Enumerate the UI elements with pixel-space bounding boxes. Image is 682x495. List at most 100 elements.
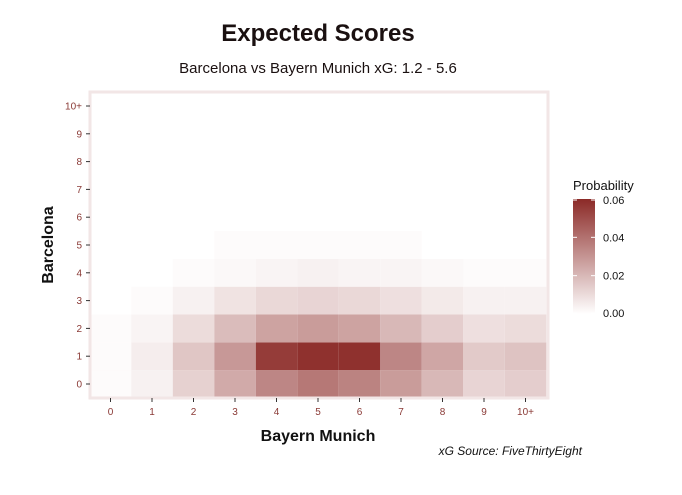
heatmap-cell bbox=[172, 286, 215, 315]
heatmap-cell bbox=[421, 370, 464, 398]
heatmap-cell bbox=[297, 203, 339, 232]
heatmap-cell bbox=[338, 342, 381, 371]
heatmap-cell bbox=[463, 286, 505, 315]
heatmap-cell bbox=[504, 286, 547, 315]
heatmap-cell bbox=[214, 175, 256, 204]
x-tick-label: 9 bbox=[481, 407, 487, 418]
heatmap-cell bbox=[380, 286, 422, 315]
heatmap-cell bbox=[297, 314, 339, 343]
y-tick-label: 10+ bbox=[65, 102, 82, 113]
heatmap-cell bbox=[463, 175, 505, 204]
heatmap-cell bbox=[421, 258, 464, 287]
heatmap-cell bbox=[380, 342, 422, 371]
heatmap-cell bbox=[421, 203, 464, 232]
heatmap-cell bbox=[172, 258, 215, 287]
heatmap-cell bbox=[255, 314, 298, 343]
heatmap-cell bbox=[380, 370, 422, 398]
heatmap-cell bbox=[172, 147, 215, 176]
heatmap-cell bbox=[172, 231, 215, 259]
heatmap-cell bbox=[504, 314, 547, 343]
heatmap-cell bbox=[297, 258, 339, 287]
legend-ticks: 0.00 0.02 0.04 0.06 bbox=[573, 195, 624, 320]
heatmap-cell bbox=[89, 370, 132, 398]
heatmap-cell bbox=[172, 370, 215, 398]
heatmap-cell bbox=[214, 258, 256, 287]
heatmap-cell bbox=[255, 147, 298, 176]
source-caption: xG Source: FiveThirtyEight bbox=[438, 444, 583, 458]
y-tick-label: 4 bbox=[76, 268, 82, 279]
heatmap-cell bbox=[89, 119, 132, 148]
x-tick-label: 8 bbox=[440, 407, 446, 418]
y-tick-label: 5 bbox=[76, 241, 82, 252]
heatmap-cell bbox=[297, 231, 339, 259]
heatmap-cell bbox=[504, 370, 547, 398]
heatmap-cell bbox=[297, 119, 339, 148]
heatmap-cell bbox=[255, 370, 298, 398]
y-tick-label: 2 bbox=[76, 324, 82, 335]
y-tick-label: 7 bbox=[76, 185, 82, 196]
x-tick-label: 3 bbox=[232, 407, 238, 418]
x-tick-label: 1 bbox=[149, 407, 155, 418]
heatmap-cell bbox=[89, 286, 132, 315]
heatmap-cell bbox=[338, 119, 381, 148]
heatmap-cell bbox=[131, 92, 173, 120]
heatmap-cell bbox=[89, 203, 132, 232]
x-tick-label: 5 bbox=[315, 407, 321, 418]
heatmap-cell bbox=[421, 286, 464, 315]
x-axis-ticks: 0 1 2 3 4 5 6 7 8 9 10+ bbox=[108, 398, 534, 418]
heatmap-cell bbox=[255, 342, 298, 371]
heatmap-cell bbox=[504, 92, 547, 120]
heatmap-cell bbox=[297, 92, 339, 120]
heatmap-cell bbox=[421, 342, 464, 371]
heatmap-cell bbox=[338, 231, 381, 259]
x-tick-label: 4 bbox=[274, 407, 280, 418]
y-tick-label: 3 bbox=[76, 296, 82, 307]
heatmap-cell bbox=[463, 119, 505, 148]
heatmap-cell bbox=[421, 314, 464, 343]
heatmap-cell bbox=[131, 203, 173, 232]
heatmap-cell bbox=[297, 370, 339, 398]
y-tick-label: 0 bbox=[76, 380, 82, 391]
heatmap-cell bbox=[255, 175, 298, 204]
heatmap-cell bbox=[463, 258, 505, 287]
heatmap-cell bbox=[255, 92, 298, 120]
heatmap-cell bbox=[380, 231, 422, 259]
heatmap-cell bbox=[214, 342, 256, 371]
heatmap-cell bbox=[504, 258, 547, 287]
heatmap-cell bbox=[380, 258, 422, 287]
heatmap-cell bbox=[172, 92, 215, 120]
heatmap-cells bbox=[89, 92, 547, 398]
heatmap-cell bbox=[421, 92, 464, 120]
legend-tick-label: 0.04 bbox=[603, 232, 624, 244]
heatmap-cell bbox=[338, 370, 381, 398]
heatmap-cell bbox=[214, 231, 256, 259]
heatmap-cell bbox=[380, 314, 422, 343]
heatmap-cell bbox=[504, 175, 547, 204]
heatmap-cell bbox=[131, 314, 173, 343]
heatmap-cell bbox=[89, 314, 132, 343]
heatmap-cell bbox=[255, 286, 298, 315]
heatmap-cell bbox=[172, 314, 215, 343]
heatmap-cell bbox=[172, 203, 215, 232]
heatmap-cell bbox=[338, 258, 381, 287]
heatmap-cell bbox=[255, 203, 298, 232]
heatmap-cell bbox=[504, 231, 547, 259]
heatmap-cell bbox=[214, 370, 256, 398]
heatmap-cell bbox=[338, 203, 381, 232]
y-axis-title: Barcelona bbox=[40, 206, 57, 283]
heatmap-cell bbox=[131, 286, 173, 315]
heatmap-cell bbox=[380, 175, 422, 204]
heatmap-cell bbox=[380, 92, 422, 120]
legend-title: Probability bbox=[573, 178, 634, 193]
heatmap-cell bbox=[172, 342, 215, 371]
heatmap-cell bbox=[89, 258, 132, 287]
heatmap-cell bbox=[504, 119, 547, 148]
heatmap-cell bbox=[89, 175, 132, 204]
heatmap-cell bbox=[338, 314, 381, 343]
heatmap-cell bbox=[214, 147, 256, 176]
heatmap-cell bbox=[172, 119, 215, 148]
heatmap-cell bbox=[338, 92, 381, 120]
heatmap-cell bbox=[380, 147, 422, 176]
x-tick-label: 10+ bbox=[517, 407, 534, 418]
